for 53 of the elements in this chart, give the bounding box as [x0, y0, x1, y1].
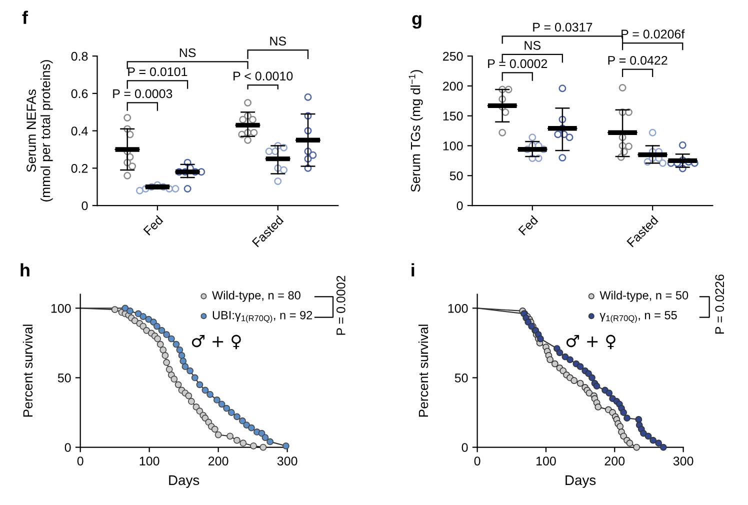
- x-tick-label: 200: [604, 456, 625, 466]
- chart-title: h: [20, 263, 30, 276]
- annotation: P < 0.0010: [234, 72, 293, 80]
- legend-label: γ$_{1(R70Q)}$, n = 55: [600, 311, 677, 323]
- x-tick-label: 100: [140, 456, 160, 466]
- x-tick-label: Fed: [142, 215, 164, 236]
- y-tick-label: 100: [443, 142, 463, 150]
- x-axis-title: Days: [566, 475, 596, 488]
- x-tick-label: 300: [277, 456, 298, 466]
- y-tick-label: 0: [462, 443, 468, 452]
- y-tick-label: 100: [448, 304, 468, 313]
- annotation: NS: [180, 48, 196, 58]
- y-axis-title: Percent survival: [22, 324, 33, 417]
- y-tick-label: 0: [456, 201, 463, 210]
- annotation: P = 0.0422: [608, 56, 668, 65]
- annotation: P = 0.0101: [128, 67, 188, 76]
- y-tick-label: 0.6: [71, 89, 88, 98]
- text: NS: [270, 36, 286, 46]
- x-tick-label: 300: [673, 456, 694, 466]
- chart-title: i: [412, 263, 414, 276]
- y-tick-label: 50: [454, 374, 468, 382]
- y-tick-label: 50: [450, 171, 463, 180]
- y-tick-label: 200: [443, 82, 463, 91]
- y-axis-title: Serum NEFAs (mmol per total proteins): [26, 60, 53, 202]
- y-tick-label: 0: [64, 443, 71, 452]
- y-axis-title: Serum TGs (mg dl$^{−1}$): [408, 70, 423, 192]
- annotation: P = 0.0003: [113, 89, 172, 98]
- y-tick-label: 250: [443, 52, 463, 61]
- annotation: ♂ + ♀: [192, 334, 241, 350]
- y-tick-label: 0.8: [71, 52, 88, 61]
- y-tick-label: 50: [58, 374, 71, 382]
- legend-label: Wild-type, n = 80: [212, 290, 300, 302]
- y-tick-label: 100: [51, 304, 71, 313]
- x-tick-label: 200: [208, 456, 228, 466]
- annotation: P = 0.0002: [488, 59, 548, 68]
- y-tick-label: 0: [82, 201, 88, 210]
- x-tick-label: 100: [536, 456, 556, 466]
- x-tick-label: Fed: [518, 215, 538, 236]
- legend-label: UBI:γ$_{1(R70Q)}$, n = 92: [212, 310, 312, 323]
- annotation: ♂ + ♀: [566, 334, 616, 350]
- legend-label: Wild-type, n = 50: [600, 290, 688, 302]
- y-tick-label: 0.2: [71, 164, 88, 173]
- y-axis-title: Percent survival: [418, 324, 428, 417]
- x-axis-title: Days: [169, 475, 200, 488]
- text: NS: [524, 41, 540, 50]
- chart-title: g: [412, 15, 422, 29]
- y-tick-label: 0.4: [71, 126, 88, 136]
- y-tick-label: 150: [443, 112, 463, 120]
- x-tick-label: 0: [474, 456, 480, 466]
- text: P = 0.0226: [715, 274, 724, 334]
- text: P = 0.0002: [336, 276, 346, 335]
- text: P = 0.0317: [533, 22, 592, 32]
- chart-title: f: [22, 10, 28, 24]
